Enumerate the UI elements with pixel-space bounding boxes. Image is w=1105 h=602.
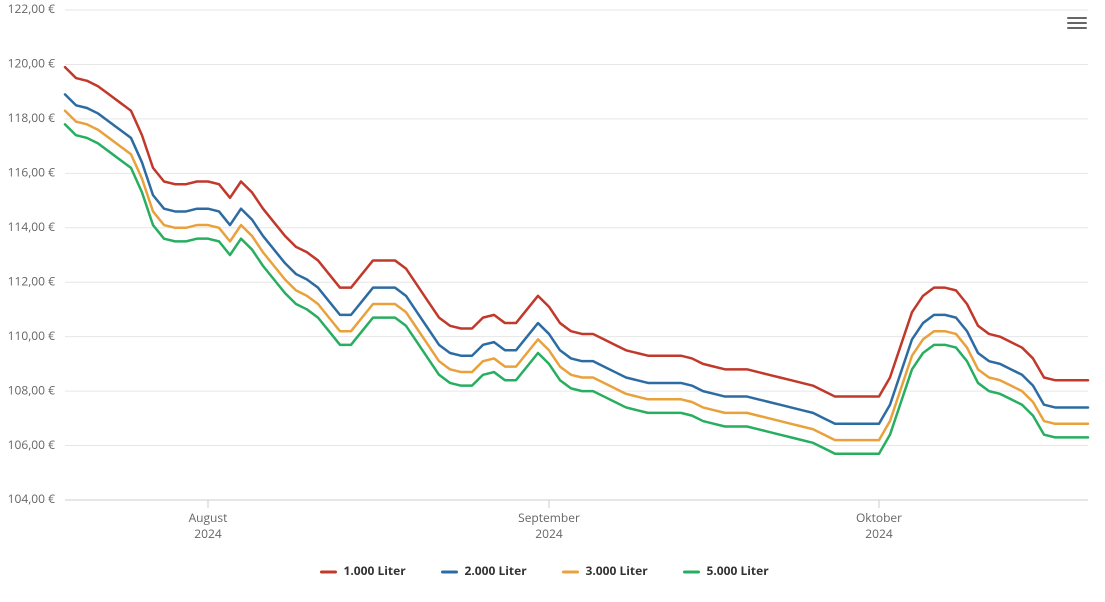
x-tick-label-year: 2024 bbox=[865, 525, 893, 542]
y-tick-label: 122,00 € bbox=[8, 0, 56, 17]
y-tick-label: 116,00 € bbox=[8, 164, 56, 181]
x-tick-label-month: August bbox=[189, 509, 228, 526]
hamburger-menu-icon[interactable] bbox=[1067, 14, 1087, 30]
x-tick-label-year: 2024 bbox=[535, 525, 563, 542]
y-tick-label: 114,00 € bbox=[8, 218, 56, 235]
chart-svg: 104,00 € 106,00 € 108,00 € 110,00 € 112,00 €… bbox=[0, 0, 1105, 602]
y-tick-label: 120,00 € bbox=[8, 55, 56, 72]
x-tick-label-month: September bbox=[518, 509, 580, 526]
legend-label[interactable]: 5.000 Liter bbox=[707, 562, 770, 579]
x-tick-label-month: Oktober bbox=[856, 509, 902, 526]
y-tick-label: 108,00 € bbox=[8, 381, 56, 398]
y-tick-label: 106,00 € bbox=[8, 436, 56, 453]
x-tick-label-year: 2024 bbox=[194, 525, 222, 542]
y-tick-label: 110,00 € bbox=[8, 327, 56, 344]
legend-label[interactable]: 2.000 Liter bbox=[465, 562, 528, 579]
y-tick-label: 118,00 € bbox=[8, 109, 56, 126]
y-tick-label: 112,00 € bbox=[8, 272, 56, 289]
legend-label[interactable]: 1.000 Liter bbox=[344, 562, 407, 579]
y-tick-label: 104,00 € bbox=[8, 490, 56, 507]
price-chart: 104,00 € 106,00 € 108,00 € 110,00 € 112,00 €… bbox=[0, 0, 1105, 602]
legend-label[interactable]: 3.000 Liter bbox=[586, 562, 649, 579]
series-line bbox=[65, 67, 1088, 396]
series-line bbox=[65, 94, 1088, 423]
